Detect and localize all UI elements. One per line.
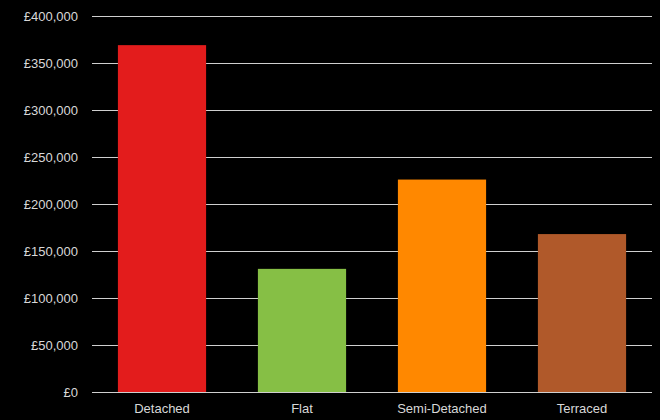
x-tick-label: Semi-Detached — [397, 401, 487, 416]
bar — [538, 234, 626, 392]
bar — [258, 269, 346, 392]
grid — [92, 16, 652, 392]
chart: £0 £50,000 £100,000 £150,000 £200,000 £250,00… — [0, 0, 660, 420]
y-tick-label: £350,000 — [24, 56, 78, 71]
y-tick-label: £200,000 — [24, 197, 78, 212]
y-tick-label: £300,000 — [24, 103, 78, 118]
chart-svg: £0 £50,000 £100,000 £150,000 £200,000 £250,00… — [0, 0, 660, 420]
x-tick-label: Terraced — [557, 401, 608, 416]
bar — [118, 45, 206, 392]
grid-line — [92, 16, 652, 17]
x-tick-label: Detached — [134, 401, 190, 416]
background — [0, 0, 660, 420]
y-tick-label: £250,000 — [24, 150, 78, 165]
x-tick-label: Flat — [291, 401, 313, 416]
y-tick-label: £0 — [64, 385, 78, 400]
bar — [398, 180, 486, 392]
y-tick-label: £50,000 — [31, 338, 78, 353]
y-tick-label: £400,000 — [24, 9, 78, 24]
y-tick-label: £100,000 — [24, 291, 78, 306]
bars — [118, 45, 626, 392]
y-tick-label: £150,000 — [24, 244, 78, 259]
